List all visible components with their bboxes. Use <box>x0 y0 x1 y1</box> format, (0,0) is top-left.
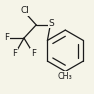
Text: S: S <box>48 19 54 28</box>
Text: Cl: Cl <box>20 6 29 15</box>
Text: F: F <box>4 33 9 42</box>
Text: CH₃: CH₃ <box>58 72 73 81</box>
Text: F: F <box>12 49 17 58</box>
Text: F: F <box>31 49 36 58</box>
